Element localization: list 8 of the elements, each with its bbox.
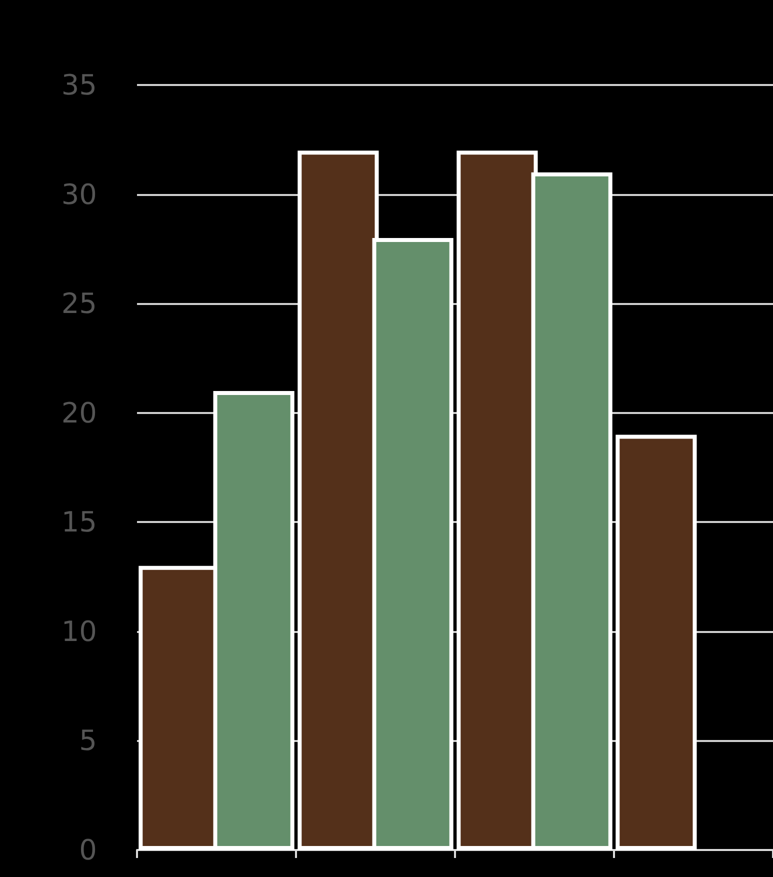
y-tick-label: 25: [61, 287, 97, 320]
y-tick-label: 10: [61, 614, 97, 648]
y-tick-label: 15: [61, 506, 97, 539]
y-tick-label: 35: [61, 68, 97, 102]
y-tick-label: 0: [79, 834, 97, 866]
y-tick-label: 20: [61, 396, 97, 430]
y-tick-label: 5: [79, 724, 97, 758]
y-tick-label: 30: [61, 178, 97, 211]
